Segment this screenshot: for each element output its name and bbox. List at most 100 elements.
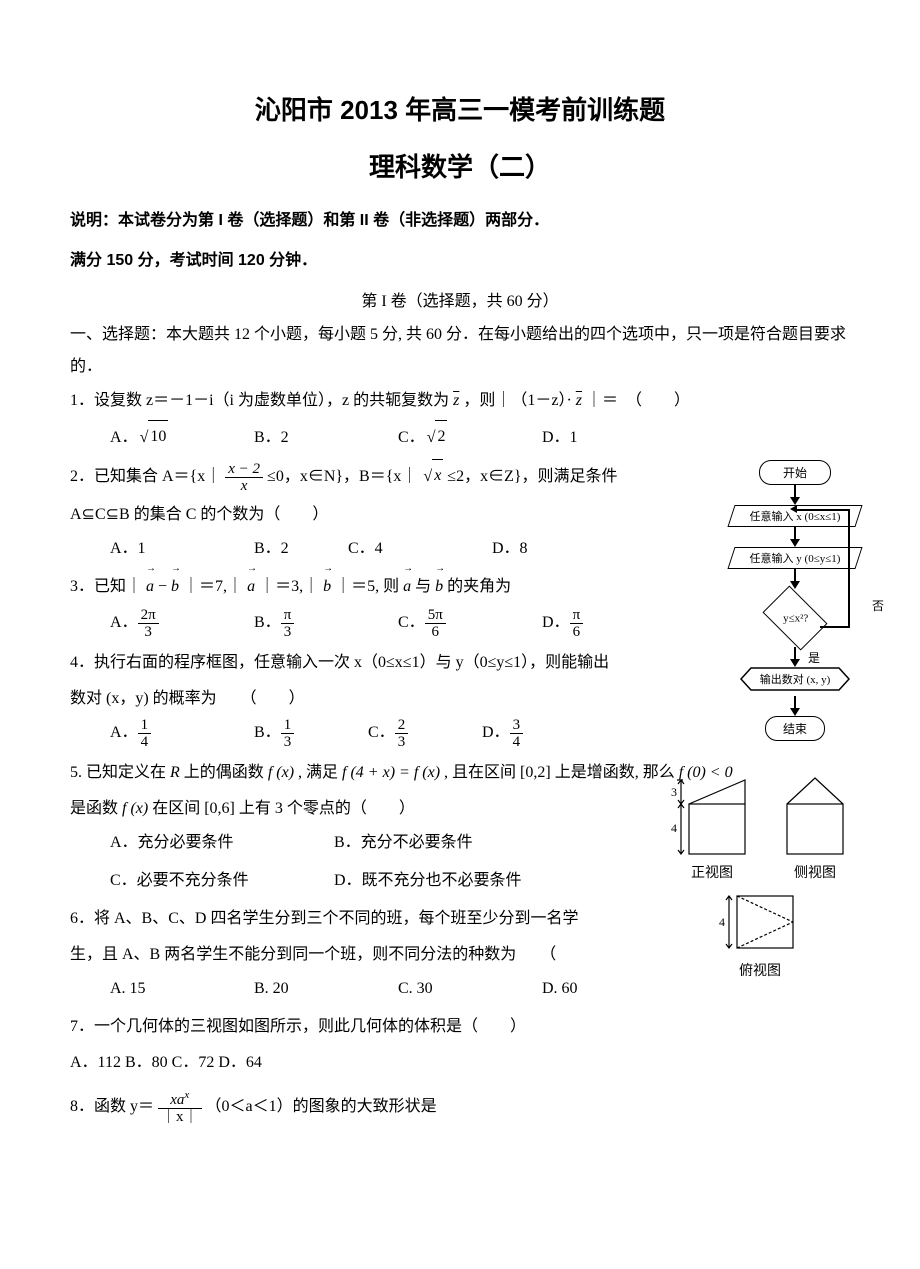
q1-text-c: ｜＝ （ ）	[582, 392, 690, 409]
q2-num: x − 2	[225, 461, 263, 479]
q2-b: ≤0，x∈N}，B＝{x｜	[267, 468, 421, 485]
q4-B-num: 1	[281, 717, 295, 735]
q8-a: 8．函数 y＝	[70, 1098, 158, 1115]
q4-B-den: 3	[281, 734, 295, 751]
q4-C-lbl: C．	[368, 717, 395, 749]
q3-e: ｜＝5, 则	[331, 578, 403, 595]
vec-a2: a	[247, 571, 255, 603]
q4-C: C．23	[368, 717, 478, 751]
q3-D-den: 6	[570, 624, 584, 641]
vec-b3: b	[435, 571, 443, 603]
q2-a: 2．已知集合 A＝{x｜	[70, 468, 225, 485]
fc-end: 结束	[765, 716, 825, 741]
dim4-top: 4	[719, 915, 725, 929]
q7-D: D．64	[218, 1054, 262, 1071]
dim4-label: 4	[671, 821, 677, 835]
q5-a: 5. 已知定义在	[70, 764, 170, 781]
q5-R: R	[170, 764, 180, 781]
q8-b: （0＜a＜1）的图象的大致形状是	[206, 1098, 437, 1115]
fc-input-y-text: 任意输入 y (0≤y≤1)	[732, 550, 858, 566]
q3-C-den: 6	[425, 624, 446, 641]
page-title-1: 沁阳市 2013 年高三一模考前训练题	[70, 90, 850, 127]
top-label: 俯视图	[715, 960, 805, 980]
q4-B-lbl: B．	[254, 717, 281, 749]
q2-den: x	[225, 478, 263, 495]
q3-D-lbl: D．	[542, 607, 570, 639]
sqrt-icon: 10	[138, 421, 169, 454]
q6-A: A. 15	[110, 973, 250, 1005]
sqrt-icon: 2	[425, 421, 448, 454]
front-view: 3 4 正视图	[667, 770, 757, 882]
q2-A: A．1	[110, 533, 250, 565]
q5-c: , 满足	[294, 764, 342, 781]
fc-yes-label: 是	[808, 649, 820, 666]
q3-B-den: 3	[281, 624, 295, 641]
dim3-label: 3	[671, 785, 677, 799]
q1-A: A． 10	[110, 421, 250, 454]
q7-B: B．80	[125, 1054, 168, 1071]
q3-D: D．π6	[542, 607, 682, 641]
q6-B: B. 20	[254, 973, 394, 1005]
q4-A-den: 4	[138, 734, 152, 751]
q7-C: C．72	[172, 1054, 215, 1071]
q6-C: C. 30	[398, 973, 538, 1005]
q3-A-num: 2π	[138, 607, 159, 625]
q5-fx: f (x)	[268, 764, 294, 781]
q5-d: , 且在区间 [0,2] 上是增函数, 那么	[440, 764, 679, 781]
fc-output-text: 输出数对 (x, y)	[733, 671, 857, 687]
q1-choices: A．10 B．2 C．2 D．1	[70, 421, 850, 454]
q1-C-val: 2	[435, 420, 447, 453]
q1-B: B．2	[254, 422, 394, 454]
q8-den: ｜x｜	[158, 1109, 202, 1126]
q8-num: xax	[158, 1089, 202, 1110]
part1-intro: 一、选择题：本大题共 12 个小题，每小题 5 分, 共 60 分．在每小题给出…	[70, 319, 850, 383]
q5-fx2: f (x)	[122, 800, 148, 817]
q1-C: C． 2	[398, 421, 538, 454]
q4-C-den: 3	[395, 734, 409, 751]
q3-D-num: π	[570, 607, 584, 625]
q3-B-lbl: B．	[254, 607, 281, 639]
fc-cond-text: y≤x²?	[766, 613, 826, 625]
q3-b: −	[154, 578, 171, 595]
q1-A-label: A．	[110, 422, 138, 454]
q5-l2a: 是函数	[70, 800, 122, 817]
vec-a3: a	[403, 571, 411, 603]
top-view: 4 俯视图	[715, 888, 805, 980]
q5-l2b: 在区间 [0,6] 上有 3 个零点的（ ）	[148, 800, 415, 817]
q3-f: 与	[411, 578, 435, 595]
q3-C-num: 5π	[425, 607, 446, 625]
q4-A-lbl: A．	[110, 717, 138, 749]
q2-C: C．4	[348, 533, 488, 565]
q8-frac: xax ｜x｜	[158, 1089, 202, 1126]
vec-a: a	[146, 571, 154, 603]
q7-stem: 7．一个几何体的三视图如图所示，则此几何体的体积是（ ）	[70, 1011, 630, 1043]
q5-C: C．必要不充分条件	[110, 865, 330, 897]
q6-line1: 6．将 A、B、C、D 四名学生分到三个不同的班，每个班至少分到一名学	[70, 903, 630, 935]
side-label: 侧视图	[777, 862, 853, 882]
vec-b: b	[171, 571, 179, 603]
q4-A-num: 1	[138, 717, 152, 735]
q4-D: D．34	[482, 717, 592, 751]
q2-frac: x − 2x	[225, 461, 263, 495]
q5-B: B．充分不必要条件	[334, 827, 473, 859]
q5-b: 上的偶函数	[180, 764, 268, 781]
q4-B: B．13	[254, 717, 364, 751]
fc-no-label: 否	[872, 597, 884, 614]
q3-g: 的夹角为	[443, 578, 511, 595]
sqrt-icon: x	[421, 460, 443, 493]
q1-stem: 1．设复数 z＝－1－i（i 为虚数单位），z 的共轭复数为 z ，则｜（1－z…	[70, 385, 850, 417]
fc-input-y: 任意输入 y (0≤y≤1)	[727, 547, 862, 569]
q1-text-a: 1．设复数 z＝－1－i（i 为虚数单位），z 的共轭复数为	[70, 392, 453, 409]
q4-A: A．14	[110, 717, 250, 751]
vec-b2: b	[323, 571, 331, 603]
q3-c: ｜＝7,｜	[179, 578, 247, 595]
q4-D-den: 4	[510, 734, 524, 751]
q3-a: 3．已知｜	[70, 578, 146, 595]
q1-C-label: C．	[398, 422, 425, 454]
q1-A-val: 10	[148, 420, 168, 453]
front-label: 正视图	[667, 862, 757, 882]
q6-line2: 生，且 A、B 两名学生不能分到同一个班，则不同分法的种数为 （	[70, 939, 630, 971]
q3-d: ｜＝3,｜	[255, 578, 323, 595]
q2-D: D．8	[492, 533, 582, 565]
q3-stem: 3．已知｜ a − b ｜＝7,｜ a ｜＝3,｜ b ｜＝5, 则 a 与 b…	[70, 571, 650, 603]
